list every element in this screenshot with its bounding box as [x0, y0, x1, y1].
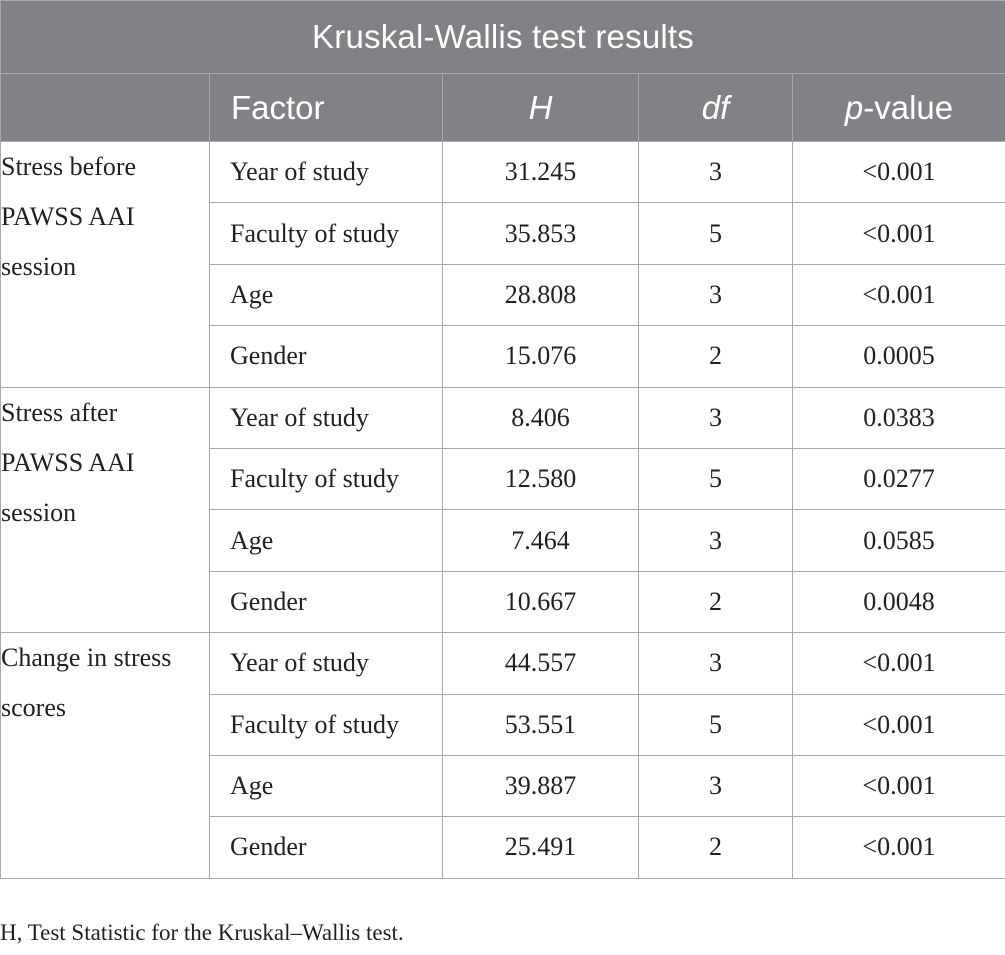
table-title: Kruskal-Wallis test results [0, 0, 1005, 74]
table-row: Stress before PAWSS AAI session Year of s… [0, 140, 1005, 388]
results-table: Kruskal-Wallis test results Factor H df … [0, 0, 1005, 879]
p-value-cell: 0.0585 [791, 509, 1005, 572]
header-factor: Factor [209, 73, 443, 142]
group-label-cell: Change in stress scores [0, 632, 210, 879]
df-cell: 2 [638, 570, 793, 634]
header-df: df [638, 73, 793, 142]
table-row: Age 28.808 3 <0.001 [1, 263, 1005, 327]
h-cell: 44.557 [442, 632, 639, 695]
df-cell: 3 [638, 386, 793, 449]
table-row: Stress after PAWSS AAI session Year of st… [0, 386, 1005, 634]
factor-cell: Age [209, 263, 443, 327]
p-value-cell: <0.001 [791, 202, 1005, 265]
h-cell: 12.580 [442, 447, 639, 511]
factor-cell: Year of study [209, 386, 443, 449]
h-cell: 53.551 [442, 693, 639, 756]
p-value-cell: <0.001 [791, 816, 1005, 879]
df-cell: 3 [638, 263, 793, 327]
h-cell: 39.887 [442, 754, 639, 818]
table-footnote: H, Test Statistic for the Kruskal–Wallis… [0, 920, 404, 945]
df-cell: 3 [638, 509, 793, 572]
header-p-suffix: -value [863, 88, 954, 126]
df-cell: 5 [638, 447, 793, 511]
table-row: Faculty of study 53.551 5 <0.001 [1, 693, 1005, 756]
p-value-cell: <0.001 [791, 754, 1005, 818]
header-row: Factor H df p-value [0, 73, 1005, 142]
df-cell: 3 [638, 754, 793, 818]
group-label: Stress after PAWSS AAI session [1, 397, 135, 527]
h-cell: 7.464 [442, 509, 639, 572]
header-p-italic: p [844, 88, 864, 126]
table-row: Faculty of study 35.853 5 <0.001 [1, 202, 1005, 265]
p-value-cell: 0.0048 [791, 570, 1005, 634]
df-cell: 2 [638, 816, 793, 879]
p-value-cell: 0.0277 [791, 447, 1005, 511]
title-row: Kruskal-Wallis test results [0, 0, 1005, 74]
table-row: Gender 15.076 2 0.0005 [1, 325, 1005, 388]
h-cell: 10.667 [442, 570, 639, 634]
header-empty-cell [0, 73, 210, 142]
table-row: Age 39.887 3 <0.001 [1, 754, 1005, 818]
h-cell: 28.808 [442, 263, 639, 327]
df-cell: 5 [638, 202, 793, 265]
df-cell: 2 [638, 325, 793, 388]
h-cell: 35.853 [442, 202, 639, 265]
df-cell: 3 [638, 632, 793, 695]
factor-cell: Age [209, 509, 443, 572]
factor-cell: Faculty of study [209, 202, 443, 265]
factor-cell: Year of study [209, 632, 443, 695]
factor-cell: Gender [209, 816, 443, 879]
group-label-cell: Stress before PAWSS AAI session [0, 141, 210, 388]
p-value-cell: <0.001 [791, 140, 1005, 204]
group-label-cell: Stress after PAWSS AAI session [0, 386, 210, 634]
p-value-cell: <0.001 [791, 263, 1005, 327]
table-row: Change in stress scores Year of study 44.5… [0, 632, 1005, 879]
table-row: Age 7.464 3 0.0585 [1, 509, 1005, 572]
header-p-value: p-value [791, 73, 1005, 142]
table-row: Faculty of study 12.580 5 0.0277 [1, 447, 1005, 511]
df-cell: 5 [638, 693, 793, 756]
group-label: Change in stress scores [1, 643, 172, 723]
factor-cell: Faculty of study [209, 693, 443, 756]
p-value-cell: <0.001 [791, 693, 1005, 756]
df-cell: 3 [638, 140, 793, 204]
factor-cell: Age [209, 754, 443, 818]
table-body: Stress before PAWSS AAI session Year of s… [0, 140, 1005, 879]
p-value-cell: <0.001 [791, 632, 1005, 695]
h-cell: 15.076 [442, 325, 639, 388]
factor-cell: Year of study [209, 140, 443, 204]
group-label: Stress before PAWSS AAI session [1, 152, 137, 281]
h-cell: 31.245 [442, 140, 639, 204]
h-cell: 8.406 [442, 386, 639, 449]
factor-cell: Gender [209, 570, 443, 634]
p-value-cell: 0.0383 [791, 386, 1005, 449]
factor-cell: Gender [209, 325, 443, 388]
header-h: H [442, 73, 639, 142]
table-row: Gender 25.491 2 <0.001 [1, 816, 1005, 879]
h-cell: 25.491 [442, 816, 639, 879]
p-value-cell: 0.0005 [791, 325, 1005, 388]
factor-cell: Faculty of study [209, 447, 443, 511]
